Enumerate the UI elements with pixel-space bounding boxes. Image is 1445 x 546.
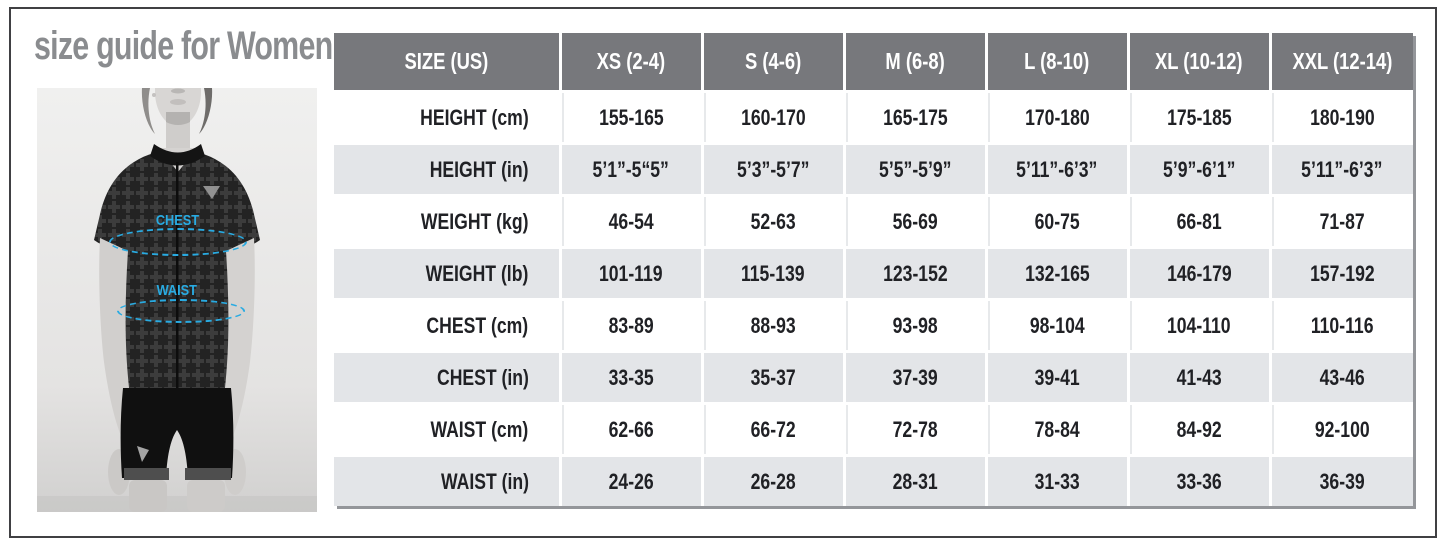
table-row-waist-cm: WAIST (cm) 62-66 66-72 72-78 78-84 84-92… <box>334 403 1413 456</box>
col-header-s: S (4-6) <box>700 33 844 92</box>
cell: 33-35 <box>558 351 702 404</box>
row-label: HEIGHT (in) <box>334 143 560 196</box>
cell: 60-75 <box>984 195 1128 248</box>
cell: 72-78 <box>842 403 986 456</box>
cell: 170-180 <box>984 91 1128 144</box>
cell: 71-87 <box>1268 195 1413 248</box>
cell: 43-46 <box>1268 351 1413 404</box>
cell: 35-37 <box>700 351 844 404</box>
table-row-weight-kg: WEIGHT (kg) 46-54 52-63 56-69 60-75 66-8… <box>334 195 1413 248</box>
page-title-text: size guide for Women <box>34 24 333 68</box>
col-header-m: M (6-8) <box>842 33 986 92</box>
table-row-chest-in: CHEST (in) 33-35 35-37 37-39 39-41 41-43… <box>334 351 1413 404</box>
cell: 62-66 <box>558 403 702 456</box>
col-header-l: L (8-10) <box>984 33 1128 92</box>
cell: 46-54 <box>558 195 702 248</box>
cell: 5’5”-5’9” <box>842 143 986 196</box>
cell: 165-175 <box>842 91 986 144</box>
cell: 83-89 <box>558 299 702 352</box>
cell: 123-152 <box>842 247 986 300</box>
col-header-xl: XL (10-12) <box>1126 33 1270 92</box>
chest-measure-label: CHEST <box>134 212 220 229</box>
cell: 132-165 <box>984 247 1128 300</box>
chest-measure-ellipse <box>109 228 247 256</box>
cell: 66-81 <box>1126 195 1270 248</box>
cell: 84-92 <box>1126 403 1270 456</box>
cell: 175-185 <box>1126 91 1270 144</box>
waist-label-text: WAIST <box>156 282 198 299</box>
row-label: WAIST (in) <box>334 455 560 506</box>
row-label: CHEST (cm) <box>334 299 560 352</box>
cell: 115-139 <box>700 247 844 300</box>
col-header-size-us: SIZE (US) <box>334 33 560 92</box>
cell: 36-39 <box>1268 455 1413 506</box>
row-label: HEIGHT (cm) <box>334 91 560 144</box>
cell: 39-41 <box>984 351 1128 404</box>
cell: 180-190 <box>1268 91 1413 144</box>
waist-measure-label: WAIST <box>137 282 217 299</box>
cell: 98-104 <box>984 299 1128 352</box>
cell: 24-26 <box>558 455 702 506</box>
cell: 5’1”-5“5” <box>558 143 702 196</box>
cell: 155-165 <box>558 91 702 144</box>
cell: 33-36 <box>1126 455 1270 506</box>
cell: 93-98 <box>842 299 986 352</box>
row-label: WEIGHT (lb) <box>334 247 560 300</box>
cell: 157-192 <box>1268 247 1413 300</box>
table-row-height-cm: HEIGHT (cm) 155-165 160-170 165-175 170-… <box>334 91 1413 144</box>
cell: 5’11”-6’3” <box>1268 143 1413 196</box>
cell: 88-93 <box>700 299 844 352</box>
cell: 41-43 <box>1126 351 1270 404</box>
page-border <box>9 7 1437 538</box>
model-illustration <box>37 88 317 512</box>
cell: 92-100 <box>1268 403 1413 456</box>
waist-measure-ellipse <box>117 299 245 323</box>
table-row-waist-in: WAIST (in) 24-26 26-28 28-31 31-33 33-36… <box>334 455 1413 506</box>
row-label: WAIST (cm) <box>334 403 560 456</box>
cell: 56-69 <box>842 195 986 248</box>
cell: 5’9”-6’1” <box>1126 143 1270 196</box>
col-header-xxl: XXL (12-14) <box>1268 33 1413 92</box>
cell: 146-179 <box>1126 247 1270 300</box>
cell: 5’11”-6’3” <box>984 143 1128 196</box>
cell: 110-116 <box>1268 299 1413 352</box>
cell: 52-63 <box>700 195 844 248</box>
cell: 66-72 <box>700 403 844 456</box>
cell: 28-31 <box>842 455 986 506</box>
chest-label-text: CHEST <box>155 212 199 229</box>
fit-model-photo: CHEST WAIST <box>37 88 317 512</box>
cell: 26-28 <box>700 455 844 506</box>
row-label: CHEST (in) <box>334 351 560 404</box>
cell: 31-33 <box>984 455 1128 506</box>
cell: 37-39 <box>842 351 986 404</box>
table-row-height-in: HEIGHT (in) 5’1”-5“5” 5’3”-5’7” 5’5”-5’9… <box>334 143 1413 196</box>
size-table: SIZE (US) XS (2-4) S (4-6) M (6-8) L (8-… <box>334 33 1413 506</box>
page-title: size guide for Women <box>34 24 427 69</box>
cell: 78-84 <box>984 403 1128 456</box>
table-row-chest-cm: CHEST (cm) 83-89 88-93 93-98 98-104 104-… <box>334 299 1413 352</box>
cell: 160-170 <box>700 91 844 144</box>
cell: 104-110 <box>1126 299 1270 352</box>
col-header-xs: XS (2-4) <box>558 33 702 92</box>
cell: 101-119 <box>558 247 702 300</box>
size-table-header-row: SIZE (US) XS (2-4) S (4-6) M (6-8) L (8-… <box>334 33 1413 92</box>
cell: 5’3”-5’7” <box>700 143 844 196</box>
row-label: WEIGHT (kg) <box>334 195 560 248</box>
table-row-weight-lb: WEIGHT (lb) 101-119 115-139 123-152 132-… <box>334 247 1413 300</box>
